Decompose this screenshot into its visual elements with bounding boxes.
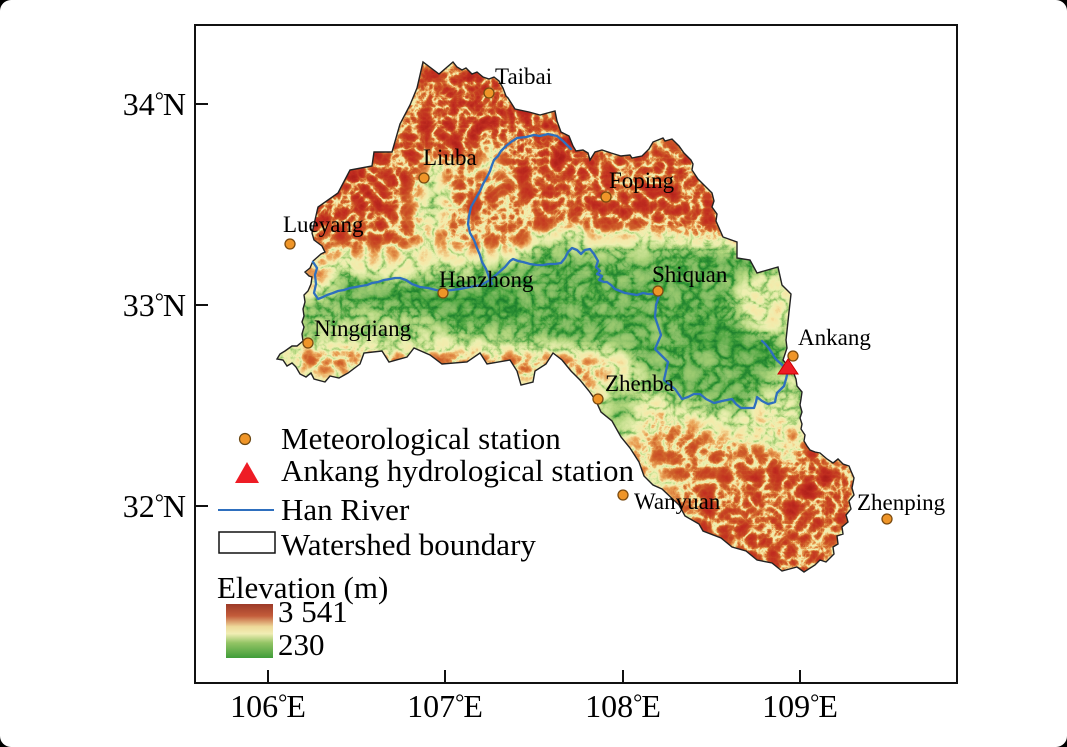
svg-text:230: 230	[278, 627, 325, 662]
svg-text:107°E: 107°E	[407, 688, 483, 724]
svg-text:Taibai: Taibai	[495, 64, 552, 89]
svg-text:Meteorological station: Meteorological station	[281, 421, 561, 456]
svg-text:Foping: Foping	[609, 168, 675, 193]
svg-text:Lueyang: Lueyang	[283, 212, 364, 237]
svg-text:Ankang hydrological station: Ankang hydrological station	[281, 453, 634, 488]
svg-text:3 541: 3 541	[278, 594, 348, 629]
svg-text:108°E: 108°E	[585, 688, 661, 724]
svg-text:106°E: 106°E	[230, 688, 306, 724]
svg-text:Elevation (m): Elevation (m)	[217, 570, 388, 605]
svg-text:33°N: 33°N	[123, 287, 186, 323]
svg-text:Zhenping: Zhenping	[857, 490, 946, 515]
svg-text:109°E: 109°E	[762, 688, 838, 724]
svg-text:34°N: 34°N	[123, 86, 186, 122]
svg-text:Ankang: Ankang	[798, 325, 871, 350]
svg-text:Zhenba: Zhenba	[605, 371, 674, 396]
svg-text:Watershed boundary: Watershed boundary	[281, 527, 536, 562]
svg-text:Hanzhong: Hanzhong	[439, 267, 534, 292]
svg-text:32°N: 32°N	[123, 488, 186, 524]
svg-text:Liuba: Liuba	[423, 145, 477, 170]
svg-text:Shiquan: Shiquan	[652, 262, 728, 287]
svg-text:Han River: Han River	[281, 492, 410, 527]
svg-text:Wanyuan: Wanyuan	[634, 489, 721, 514]
svg-text:Ningqiang: Ningqiang	[314, 316, 412, 341]
